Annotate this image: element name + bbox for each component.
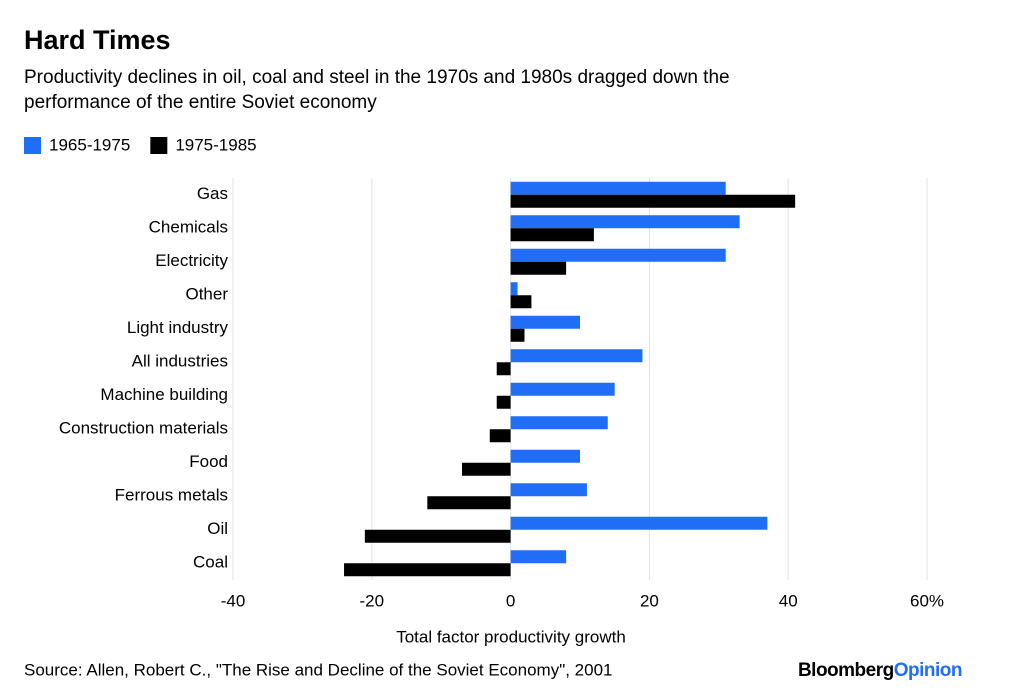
y-tick-label: Machine building <box>100 385 228 404</box>
x-tick-label: -40 <box>221 591 246 610</box>
bar <box>510 449 580 463</box>
y-tick-label: Chemicals <box>149 218 228 237</box>
y-tick-label: Construction materials <box>59 419 228 438</box>
bar <box>510 315 580 329</box>
bar <box>510 416 608 430</box>
bar <box>510 349 643 363</box>
bar <box>510 215 740 229</box>
bar <box>462 462 511 476</box>
chart-subtitle: performance of the entire Soviet economy <box>24 92 377 113</box>
x-tick-label: 0 <box>506 591 515 610</box>
y-tick-label: Ferrous metals <box>115 486 228 505</box>
x-tick-label: 60% <box>910 591 944 610</box>
y-tick-label: Light industry <box>127 318 229 337</box>
y-tick-label: All industries <box>132 352 228 371</box>
x-tick-label: 20 <box>640 591 659 610</box>
logo-part: Bloomberg <box>798 660 894 681</box>
y-tick-label: Gas <box>197 184 228 203</box>
bar <box>510 282 518 296</box>
bar <box>344 563 511 577</box>
chart-title: Hard Times <box>24 25 171 55</box>
bar <box>510 228 594 242</box>
y-tick-label: Other <box>185 285 228 304</box>
bar <box>510 550 567 564</box>
bar <box>489 429 511 443</box>
legend-swatch <box>150 137 168 154</box>
x-tick-label: -20 <box>360 591 385 610</box>
bar <box>510 295 532 309</box>
bar <box>510 194 796 208</box>
source: Source: Allen, Robert C., "The Rise and … <box>24 660 613 679</box>
legend-swatch <box>24 137 41 154</box>
bar <box>510 248 726 262</box>
bar <box>510 483 587 497</box>
y-tick-label: Oil <box>207 519 228 538</box>
bar <box>510 516 768 530</box>
legend-label: 1965-1975 <box>49 135 130 154</box>
chart-subtitle: Productivity declines in oil, coal and s… <box>24 67 730 88</box>
y-tick-label: Electricity <box>155 251 228 270</box>
bar <box>496 362 511 376</box>
bar <box>510 261 567 275</box>
bar <box>364 529 511 543</box>
bar <box>510 181 726 195</box>
x-axis-title: Total factor productivity growth <box>396 627 626 646</box>
legend-label: 1975-1985 <box>175 135 256 154</box>
bar <box>510 328 525 342</box>
bar <box>427 496 511 510</box>
x-tick-label: 40 <box>779 591 798 610</box>
bar <box>496 395 511 409</box>
logo: BloombergOpinion <box>798 660 962 681</box>
logo-part: Opinion <box>894 660 962 681</box>
y-tick-label: Food <box>189 452 228 471</box>
bar <box>510 382 615 396</box>
y-tick-label: Coal <box>193 553 228 572</box>
